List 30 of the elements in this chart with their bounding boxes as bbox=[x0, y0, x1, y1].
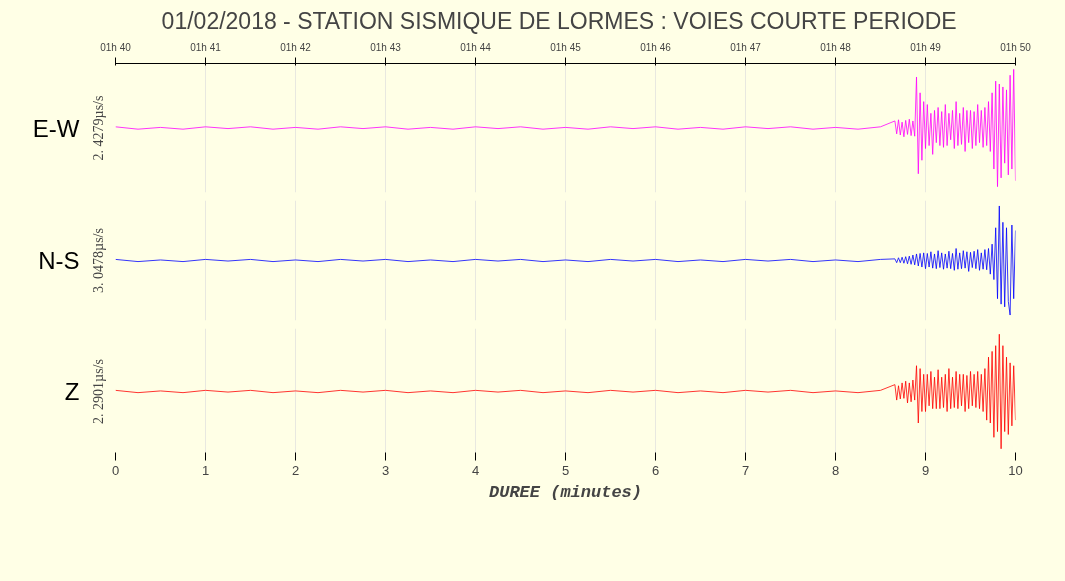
x-tick-label: 6 bbox=[651, 462, 660, 478]
x2-tick-label: 01h 44 bbox=[460, 41, 492, 53]
x2-tick-label: 01h 49 bbox=[910, 41, 942, 53]
x2-tick-label: 01h 47 bbox=[730, 41, 762, 53]
x-tick-label: 5 bbox=[561, 462, 570, 478]
x2-tick-label: 01h 50 bbox=[1000, 41, 1032, 53]
x2-tick-label: 01h 42 bbox=[280, 41, 312, 53]
x2-tick-label: 01h 41 bbox=[190, 41, 222, 53]
x2-tick-label: 01h 46 bbox=[640, 41, 672, 53]
x-tick-label: 1 bbox=[201, 462, 210, 478]
series-label: Z bbox=[64, 378, 80, 405]
x-tick-label: 3 bbox=[381, 462, 390, 478]
series-label: N-S bbox=[38, 247, 80, 274]
x-axis-title: DUREE (minutes) bbox=[488, 482, 643, 502]
x-tick-label: 10 bbox=[1008, 462, 1023, 478]
x-tick-label: 8 bbox=[831, 462, 840, 478]
x-tick-label: 9 bbox=[921, 462, 930, 478]
x2-tick-label: 01h 45 bbox=[550, 41, 582, 53]
y-axis-title: 3. 0478µs/s bbox=[90, 228, 106, 293]
x2-tick-label: 01h 43 bbox=[370, 41, 402, 53]
x-tick-label: 4 bbox=[471, 462, 480, 478]
x-tick-label: 2 bbox=[291, 462, 300, 478]
y-axis-title: 2. 2901µs/s bbox=[90, 359, 106, 424]
y-axis-title: 2. 4279µs/s bbox=[90, 95, 106, 161]
chart-title: 01/02/2018 - STATION SISMIQUE DE LORMES : VOIES COURTE PERIODE bbox=[161, 7, 957, 34]
series-label: E-W bbox=[32, 114, 80, 142]
x2-tick-label: 01h 40 bbox=[100, 41, 132, 53]
x-tick-label: 0 bbox=[111, 462, 120, 478]
x2-tick-label: 01h 48 bbox=[820, 41, 852, 53]
x-tick-label: 7 bbox=[741, 462, 750, 478]
